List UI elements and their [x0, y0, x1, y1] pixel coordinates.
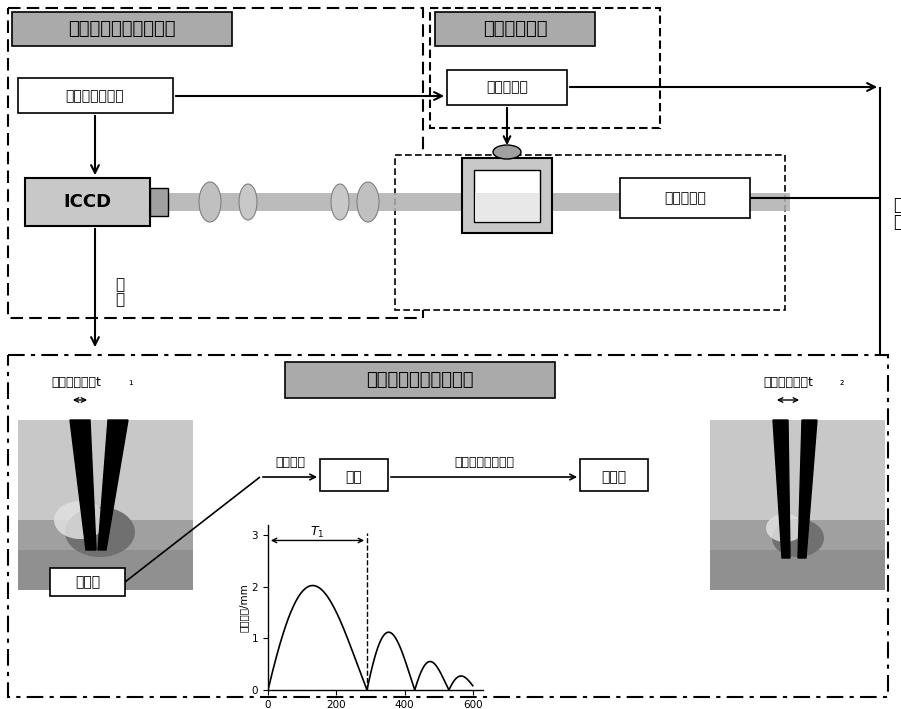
Ellipse shape: [199, 182, 221, 222]
Text: 探测激光器: 探测激光器: [664, 191, 706, 205]
Polygon shape: [98, 420, 128, 550]
Bar: [8, 355, 888, 697]
Text: 时间分辨阴影成像系统: 时间分辨阴影成像系统: [68, 20, 176, 38]
Bar: [285, 362, 555, 398]
Bar: [475, 193, 539, 221]
Text: ₂: ₂: [840, 377, 844, 387]
Text: ICCD: ICCD: [63, 193, 111, 211]
Bar: [150, 188, 168, 216]
Bar: [710, 420, 885, 590]
Text: ₁: ₁: [128, 377, 132, 387]
Bar: [18, 550, 193, 590]
Ellipse shape: [766, 514, 804, 542]
Text: 气泡动态建模分析系统: 气泡动态建模分析系统: [366, 371, 474, 389]
Bar: [18, 78, 173, 113]
Bar: [430, 8, 660, 128]
Bar: [18, 420, 193, 590]
Y-axis label: 气泡直径/mm: 气泡直径/mm: [239, 583, 249, 632]
Text: 优: 优: [893, 196, 901, 214]
Text: 化: 化: [893, 213, 901, 231]
Bar: [18, 520, 193, 590]
Bar: [320, 459, 388, 491]
Polygon shape: [798, 420, 817, 558]
Text: 优化后: 优化后: [602, 470, 626, 484]
Text: 优化前: 优化前: [76, 575, 101, 589]
Text: 激光烧蚀系统: 激光烧蚀系统: [483, 20, 547, 38]
Text: 图像采集: 图像采集: [275, 457, 305, 469]
Text: 像: 像: [115, 293, 124, 308]
Ellipse shape: [331, 184, 349, 220]
Text: 相邻脉冲间隔t: 相邻脉冲间隔t: [51, 376, 101, 389]
Ellipse shape: [493, 145, 521, 159]
Text: 烧蚀激光器: 烧蚀激光器: [486, 80, 528, 94]
Text: $T_1$: $T_1$: [310, 525, 324, 540]
Polygon shape: [773, 420, 790, 558]
Bar: [447, 70, 567, 105]
Bar: [580, 459, 648, 491]
Bar: [8, 8, 423, 318]
Bar: [12, 12, 232, 46]
Ellipse shape: [772, 519, 824, 557]
Bar: [25, 178, 150, 226]
Text: 成: 成: [115, 277, 124, 293]
Text: 相邻脉冲间隔t: 相邻脉冲间隔t: [763, 376, 813, 389]
Ellipse shape: [357, 182, 379, 222]
Bar: [168, 193, 790, 211]
Bar: [620, 178, 750, 218]
Ellipse shape: [239, 184, 257, 220]
Text: 延时同步发生器: 延时同步发生器: [66, 89, 124, 103]
Bar: [710, 550, 885, 590]
Text: 激光重复频率优化: 激光重复频率优化: [454, 457, 514, 469]
Bar: [435, 12, 595, 46]
Text: 建模: 建模: [346, 470, 362, 484]
Bar: [50, 568, 125, 596]
Bar: [462, 158, 552, 233]
Bar: [474, 170, 540, 222]
Ellipse shape: [65, 507, 135, 557]
Bar: [710, 520, 885, 590]
Polygon shape: [70, 420, 96, 550]
Ellipse shape: [54, 501, 106, 539]
Bar: [395, 155, 785, 310]
